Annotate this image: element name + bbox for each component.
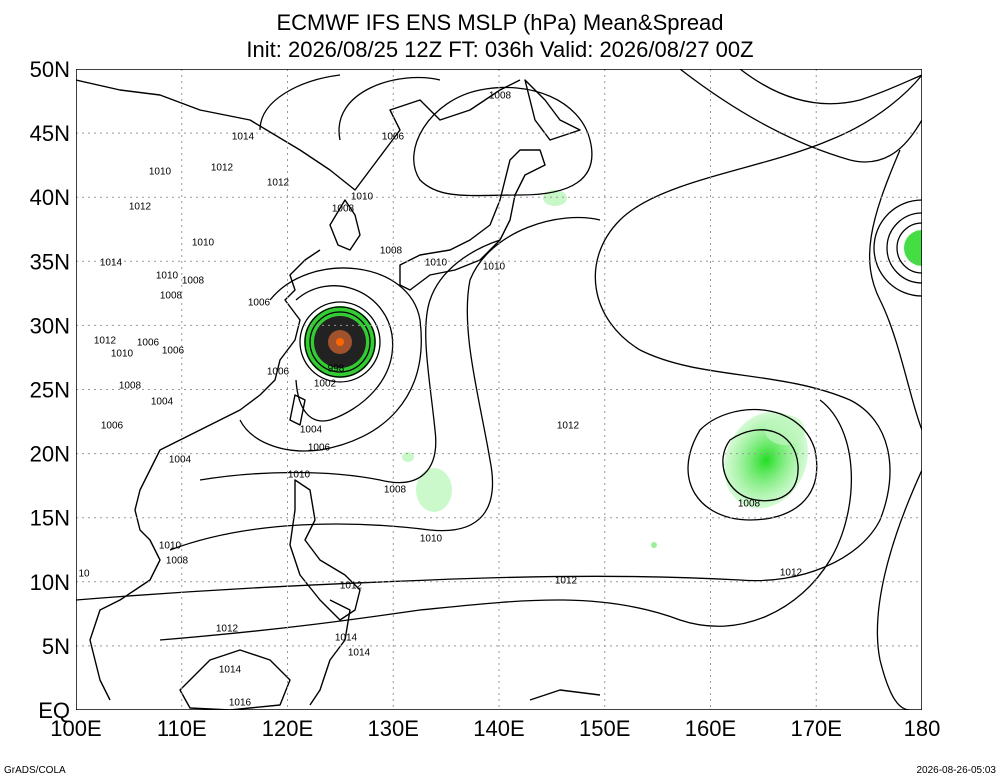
contour-label: 1010: [111, 349, 134, 360]
lat-label: 20N: [30, 442, 70, 467]
lat-label: 25N: [30, 378, 70, 403]
lat-label: 45N: [30, 121, 70, 146]
contour-label: 1006: [382, 132, 405, 143]
contour-label: 1006: [267, 367, 290, 378]
contour-label: 998: [328, 364, 345, 375]
lat-label: 10N: [30, 570, 70, 595]
lon-label: 160E: [685, 716, 736, 741]
lat-label: 5N: [42, 634, 70, 659]
contour-label: 1010: [425, 258, 448, 269]
contour-label: 1012: [211, 163, 234, 174]
contour-label: 1016: [229, 698, 252, 709]
contour-label: 1008: [384, 485, 407, 496]
contour-label: 1008: [182, 276, 205, 287]
lon-label: 130E: [368, 716, 419, 741]
contour-label: 1012: [340, 581, 363, 592]
lon-label: 170E: [791, 716, 842, 741]
lat-label: 35N: [30, 249, 70, 274]
contour-label: 1008: [380, 246, 403, 257]
contour-label: 1010: [420, 534, 443, 545]
contour-label: 1010: [351, 192, 374, 203]
contour-label: 1010: [483, 262, 506, 273]
contour-label: 1008: [738, 499, 761, 510]
lat-label: 15N: [30, 506, 70, 531]
contour-label: 1014: [335, 633, 358, 644]
lon-label: 100E: [50, 716, 101, 741]
lon-label: 110E: [157, 716, 207, 741]
contour-label: 1008: [166, 556, 189, 567]
contour-label: 1012: [94, 336, 117, 347]
contour-label: 1006: [137, 338, 160, 349]
contour-label: 1012: [267, 178, 290, 189]
contour-label: 1002: [314, 379, 337, 390]
contour-label: 1014: [232, 132, 255, 143]
lat-label: EQ: [38, 698, 70, 723]
lon-label: 120E: [262, 716, 313, 741]
lon-label: 140E: [473, 716, 524, 741]
contour-label: 1008: [119, 381, 142, 392]
timestamp: 2026-08-26-05:03: [916, 765, 996, 776]
contour-label: 1006: [248, 298, 271, 309]
contour-label: 1004: [169, 455, 192, 466]
contour-label: 1010: [159, 541, 182, 552]
lat-label: 50N: [30, 57, 70, 82]
contour-label: 1012: [557, 421, 580, 432]
title-line-2: Init: 2026/08/25 12Z FT: 036h Valid: 202…: [246, 37, 753, 62]
title-line-1: ECMWF IFS ENS MSLP (hPa) Mean&Spread: [276, 10, 723, 35]
contour-labels: 1008 1006 1014 1012 1010 1012 1012 1010 …: [78, 91, 802, 709]
contour-label: 1010: [288, 470, 311, 481]
contour-label: 1012: [555, 576, 578, 587]
contour-label: 1008: [332, 204, 355, 215]
map-area: [76, 69, 922, 710]
contour-label: 1008: [160, 291, 183, 302]
contour-label: 1004: [300, 425, 323, 436]
contour-label: 1008: [489, 91, 512, 102]
contour-label: 1012: [780, 568, 803, 579]
coastlines: [76, 79, 601, 710]
contour-label: 10: [78, 569, 90, 580]
lat-label: 30N: [30, 313, 70, 338]
contour-label: 1010: [192, 238, 215, 249]
contour-label: 1012: [216, 624, 239, 635]
contour-label: 1010: [156, 271, 179, 282]
contour-label: 1014: [219, 665, 242, 676]
isobars: [76, 69, 922, 710]
contour-label: 1012: [129, 202, 152, 213]
contour-label: 1006: [162, 346, 185, 357]
contour-label: 1014: [100, 258, 123, 269]
lon-label: 180: [904, 716, 941, 741]
contour-label: 1006: [101, 421, 124, 432]
contour-label: 1006: [308, 443, 331, 454]
contour-label: 1010: [149, 167, 172, 178]
lat-label: 40N: [30, 185, 70, 210]
spread-shading: [304, 190, 922, 548]
contour-label: 1004: [151, 397, 174, 408]
graticule: [76, 69, 922, 710]
contour-label: 1014: [348, 648, 371, 659]
credit: GrADS/COLA: [4, 765, 66, 776]
lon-label: 150E: [579, 716, 630, 741]
